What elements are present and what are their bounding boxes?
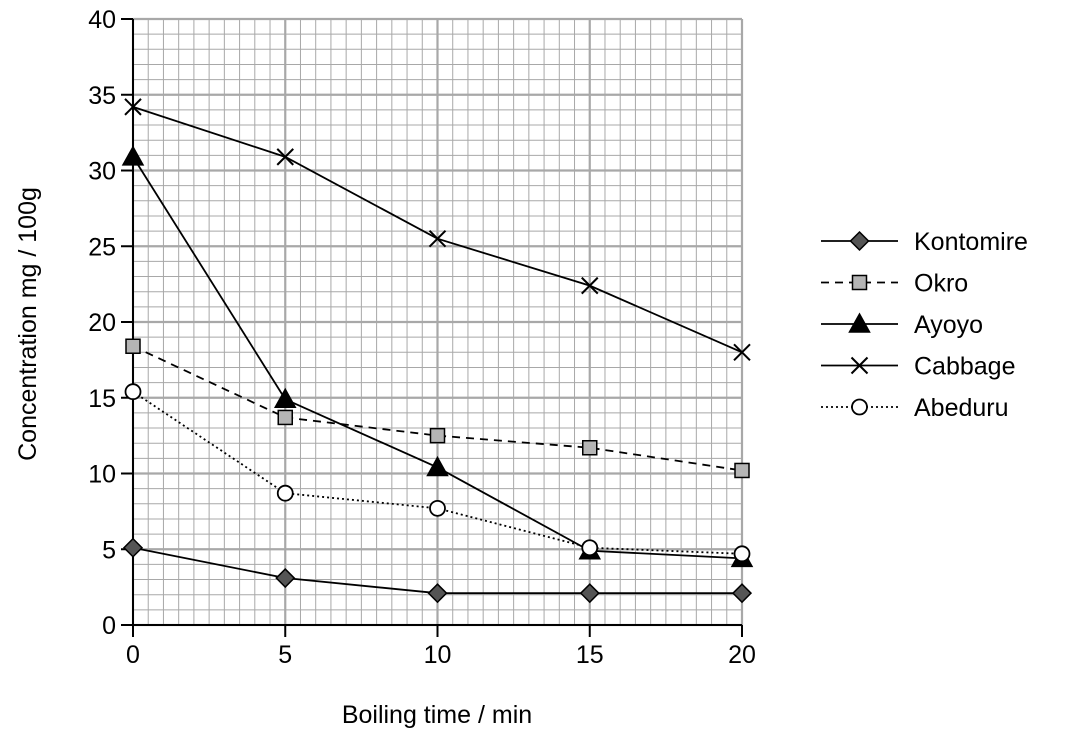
legend: Kontomire Okro Ayoyo Cabbage Abeduru [821, 228, 1028, 422]
data-point-kontomire [122, 537, 144, 558]
data-point-cabbage [428, 229, 447, 248]
data-point-cabbage [733, 343, 751, 362]
x-tick-label: 10 [424, 641, 452, 669]
data-point-cabbage [581, 276, 599, 295]
y-tick-label: 20 [88, 309, 116, 337]
legend-item-ayoyo: Ayoyo [821, 311, 983, 339]
series-cabbage [124, 98, 751, 362]
data-point-abeduru [733, 545, 751, 563]
y-tick-label: 35 [88, 82, 116, 110]
grid [131, 17, 744, 627]
y-tick-label: 15 [88, 385, 116, 413]
y-tick-label: 0 [102, 612, 116, 640]
legend-label: Ayoyo [914, 311, 983, 339]
axes: 0 5 10 15 20 25 30 35 40 0 5 10 15 20 [88, 6, 756, 669]
y-tick-label: 30 [88, 158, 116, 186]
data-point-okro [125, 338, 141, 354]
data-point-cabbage [124, 98, 142, 116]
series-kontomire [122, 537, 753, 604]
data-point-cabbage [276, 148, 294, 166]
y-axis-title: Concentration mg / 100g [14, 187, 42, 461]
y-tick-label: 5 [102, 536, 116, 564]
legend-marker-cabbage [850, 356, 869, 375]
x-axis-title: Boiling time / min [342, 701, 532, 729]
x-tick-label: 20 [728, 641, 756, 669]
data-point-abeduru [581, 539, 599, 557]
legend-marker-abeduru [851, 398, 868, 416]
legend-item-kontomire: Kontomire [821, 228, 1028, 256]
legend-label: Cabbage [914, 353, 1015, 381]
legend-item-okro: Okro [821, 270, 968, 298]
data-point-abeduru [429, 499, 446, 517]
series-line-okro [132, 345, 743, 472]
data-point-ayoyo [426, 455, 449, 477]
x-tick-label: 15 [576, 641, 604, 669]
x-tick-label: 0 [126, 641, 140, 669]
y-tick-label: 10 [88, 461, 116, 489]
series-abeduru [124, 383, 751, 563]
data-point-kontomire [731, 583, 753, 604]
data-point-okro [734, 462, 750, 479]
legend-marker-okro [851, 274, 868, 291]
legend-item-abeduru: Abeduru [821, 394, 1009, 422]
data-point-abeduru [124, 383, 142, 401]
data-point-kontomire [275, 567, 296, 589]
legend-label: Okro [914, 270, 968, 298]
data-point-ayoyo [121, 145, 145, 166]
data-point-abeduru [276, 484, 294, 502]
y-tick-label: 25 [88, 233, 116, 261]
data-point-okro [277, 409, 293, 426]
series-okro [125, 338, 750, 479]
cross-stroke [428, 229, 447, 248]
cross-stroke [733, 343, 751, 362]
legend-marker-kontomire [849, 230, 870, 252]
x-tick-label: 5 [278, 641, 292, 669]
data-point-okro [582, 439, 598, 456]
series-layer [121, 98, 754, 604]
legend-label: Kontomire [914, 228, 1028, 256]
legend-item-cabbage: Cabbage [821, 353, 1015, 381]
data-point-kontomire [427, 583, 448, 604]
data-point-okro [429, 427, 446, 444]
cross-stroke [850, 356, 869, 375]
data-point-kontomire [579, 583, 600, 604]
cross-stroke [124, 98, 142, 116]
legend-label: Abeduru [914, 394, 1009, 422]
legend-marker-ayoyo [848, 312, 871, 333]
cross-stroke [276, 148, 294, 166]
y-tick-label: 40 [88, 6, 116, 34]
data-point-ayoyo [273, 387, 297, 409]
cross-stroke [581, 276, 599, 295]
